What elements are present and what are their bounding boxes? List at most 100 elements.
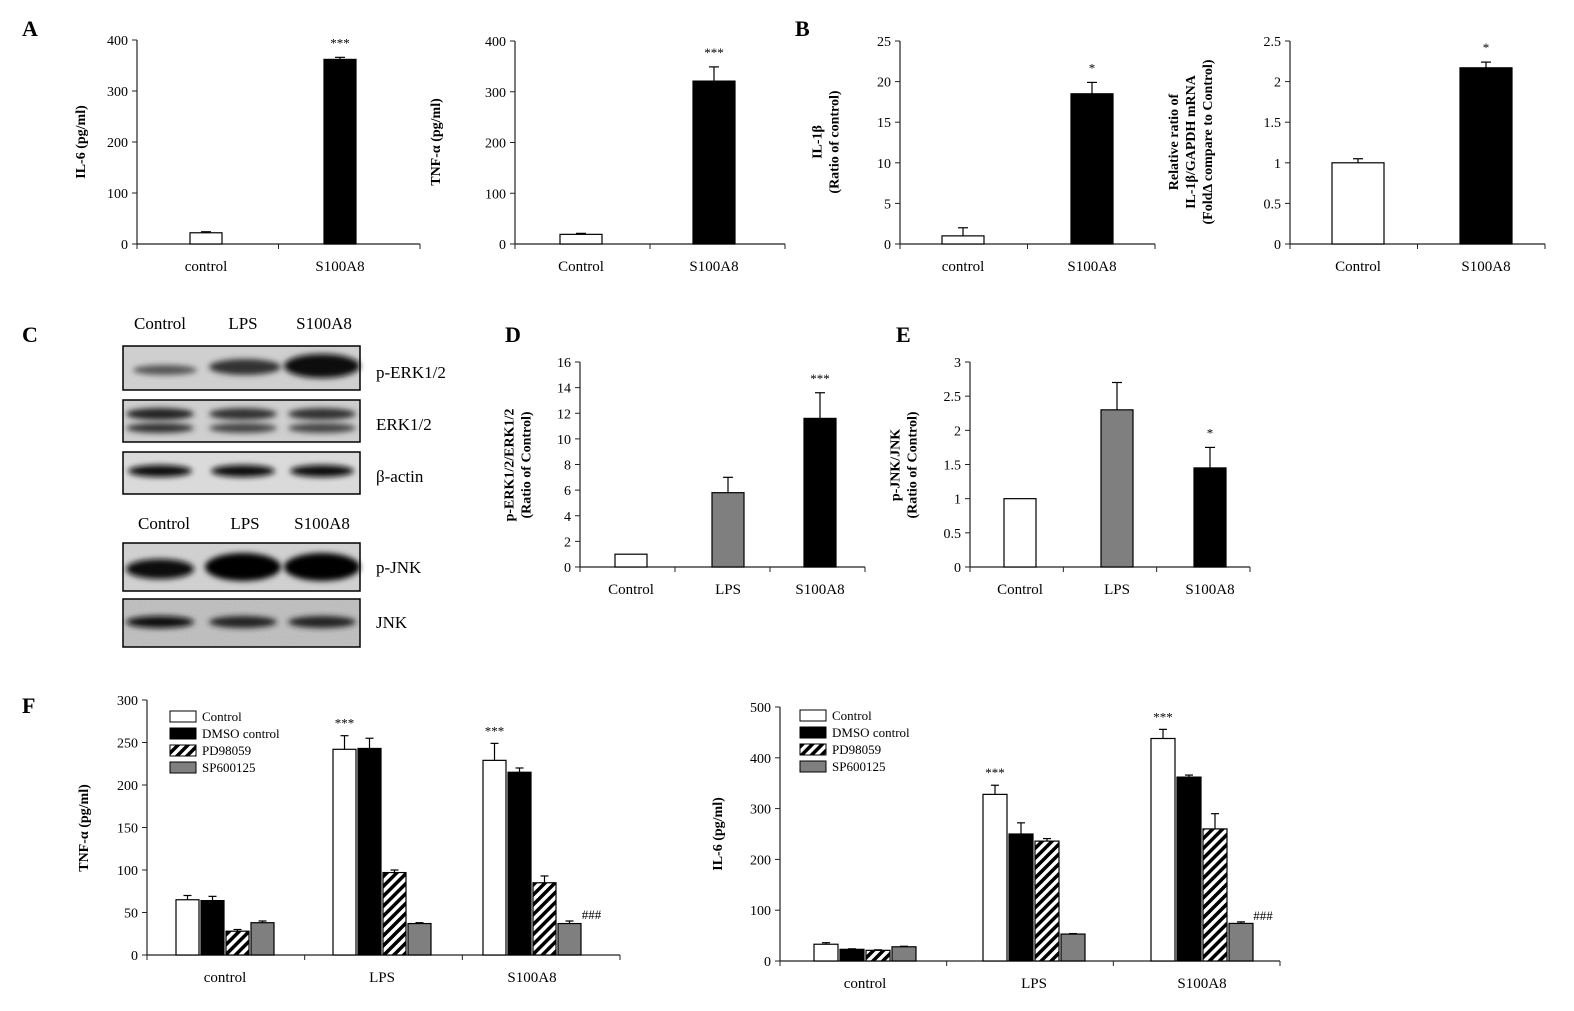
chart-b1-y-label: IL-1β — [811, 125, 826, 159]
panel-letter-e: E — [896, 322, 911, 347]
chart-f2-legend-label: SP600125 — [832, 759, 885, 774]
chart-f2-bar — [1150, 737, 1176, 962]
chart-b1-y-tick-label: 20 — [877, 76, 891, 91]
chart-f2-y-label: IL-6 (pg/ml) — [711, 797, 726, 871]
chart-f2-bar — [865, 949, 891, 962]
chart-f1-legend-swatch — [169, 710, 197, 723]
chart-f1-legend-label: Control — [202, 709, 242, 724]
blot-lane-lps-bottom: LPS — [230, 514, 259, 533]
chart-e-bar — [1003, 498, 1037, 568]
chart-f2-legend-label: PD98059 — [832, 742, 881, 757]
chart-a2-x-label: Control — [558, 259, 604, 275]
chart-b2-x-label: S100A8 — [1461, 259, 1510, 275]
chart-f1-legend-swatch — [169, 761, 197, 774]
blot-label-erk: ERK1/2 — [376, 415, 432, 434]
chart-e-y-tick-label: 1 — [954, 493, 961, 508]
chart-a2-significance: *** — [704, 45, 724, 60]
chart-d-y-tick-label: 14 — [557, 382, 571, 397]
chart-e-significance: * — [1207, 425, 1214, 440]
chart-b1-y-tick-label: 0 — [884, 238, 891, 253]
chart-d-y-tick-label: 6 — [564, 484, 571, 499]
chart-f2-bar — [891, 946, 917, 962]
chart-b2-significance: * — [1483, 40, 1490, 55]
chart-d-x-label: Control — [608, 582, 654, 598]
chart-f2-bar — [1176, 776, 1202, 962]
chart-f2-significance: *** — [985, 765, 1005, 780]
chart-e-y-label: p-JNK/JNK — [889, 429, 904, 501]
chart-f1-bar — [557, 922, 582, 956]
chart-f1-legend-swatch — [169, 727, 197, 740]
chart-f1-bar — [225, 930, 250, 956]
chart-b1-y-tick-label: 5 — [884, 197, 891, 212]
chart-f2-legend-swatch — [799, 709, 827, 722]
chart-f2-y-tick-label: 0 — [764, 955, 771, 970]
chart-f1-significance: ### — [582, 907, 602, 922]
chart-a2-y-label: TNF-α (pg/ml) — [429, 98, 444, 186]
chart-d-x-label: S100A8 — [795, 582, 844, 598]
chart-e-y-tick-label: 3 — [954, 356, 961, 371]
chart-b2-y-label: (FoldΔ compare to Control) — [1201, 59, 1216, 224]
chart-f2-legend-label: Control — [832, 708, 872, 723]
chart-il1b-mrna: 0 0.5 1 1.5 2 2.5 Control S100A8 Relative ratio … — [1167, 35, 1546, 275]
chart-f1-significance: *** — [485, 723, 505, 738]
chart-d-bar — [711, 492, 745, 568]
panel-letter-c: C — [22, 322, 38, 347]
chart-b2-y-tick-label: 1.5 — [1264, 116, 1282, 131]
chart-e-bar — [1193, 467, 1227, 568]
chart-a2-y-tick-label: 100 — [485, 187, 506, 202]
blot-label-jnk: JNK — [376, 613, 408, 632]
blot-lane-control-bottom: Control — [138, 514, 190, 533]
chart-il6-a: 0 100 200 300 400 control S100A8 IL-6 (pg/ml) **… — [74, 34, 421, 275]
chart-a2-y-tick-label: 200 — [485, 137, 506, 152]
chart-e-x-label: LPS — [1104, 582, 1130, 598]
chart-f1-bar — [175, 899, 200, 956]
chart-f1-bar — [482, 759, 507, 956]
chart-f1-x-label: LPS — [369, 970, 395, 986]
chart-d-y-tick-label: 10 — [557, 433, 571, 448]
chart-b1-y-tick-label: 15 — [877, 116, 891, 131]
chart-f1-bar — [407, 922, 432, 956]
chart-f1-significance: *** — [335, 716, 355, 731]
chart-e-y-tick-label: 0.5 — [944, 527, 962, 542]
chart-f2-legend-swatch — [799, 760, 827, 773]
chart-f2-bar — [982, 793, 1008, 962]
chart-il6-inhibitors: 0 100 200 300 400 500 control LPS S100A8 IL-6 (pg… — [711, 701, 1281, 992]
western-blot-panel: Control LPS S100A8 p-ERK1/2 ERK1/2 β-act… — [122, 314, 446, 648]
panel-letter-a: A — [22, 16, 38, 41]
chart-f2-bar — [1060, 933, 1086, 962]
chart-f2-bar — [813, 943, 839, 962]
chart-b1-x-label: S100A8 — [1067, 259, 1116, 275]
chart-a2-y-tick-label: 300 — [485, 86, 506, 101]
chart-a1-y-tick-label: 100 — [107, 187, 128, 202]
chart-f2-legend-swatch — [799, 726, 827, 739]
chart-a1-y-tick-label: 200 — [107, 136, 128, 151]
blot-strip-actin — [122, 451, 361, 495]
chart-d-x-label: LPS — [715, 582, 741, 598]
blot-strip-perk — [122, 345, 361, 391]
panel-letter-d: D — [505, 322, 521, 347]
chart-perk-ratio: 0 2 4 6 8 10 12 14 16 Control LPS S100A8 p-ERK1/2/ER… — [503, 356, 866, 598]
chart-e-bar — [1100, 409, 1134, 568]
chart-b1-y-tick-label: 25 — [877, 35, 891, 50]
blot-label-actin: β-actin — [376, 467, 424, 486]
chart-b1-bar — [941, 235, 985, 245]
chart-il1b-protein: 0 5 10 15 20 25 control S100A8 IL-1β (Ratio of co… — [811, 35, 1156, 275]
chart-f2-y-tick-label: 400 — [750, 752, 771, 767]
chart-f1-bar — [200, 899, 225, 956]
chart-f2-significance: *** — [1153, 709, 1173, 724]
blot-lane-s100a8-bottom: S100A8 — [294, 514, 350, 533]
chart-d-bar — [803, 417, 837, 568]
chart-d-y-tick-label: 4 — [564, 510, 571, 525]
chart-a1-y-tick-label: 0 — [121, 238, 128, 253]
chart-e-x-label: S100A8 — [1185, 582, 1234, 598]
chart-f2-bar — [1008, 833, 1034, 962]
chart-b1-significance: * — [1089, 60, 1096, 75]
chart-f2-bar — [1034, 840, 1060, 962]
chart-f2-x-label: control — [844, 976, 887, 992]
chart-f2-x-label: LPS — [1021, 976, 1047, 992]
chart-e-x-label: Control — [997, 582, 1043, 598]
chart-a1-bar — [189, 232, 223, 245]
chart-d-y-tick-label: 8 — [564, 459, 571, 474]
chart-a1-y-tick-label: 300 — [107, 85, 128, 100]
